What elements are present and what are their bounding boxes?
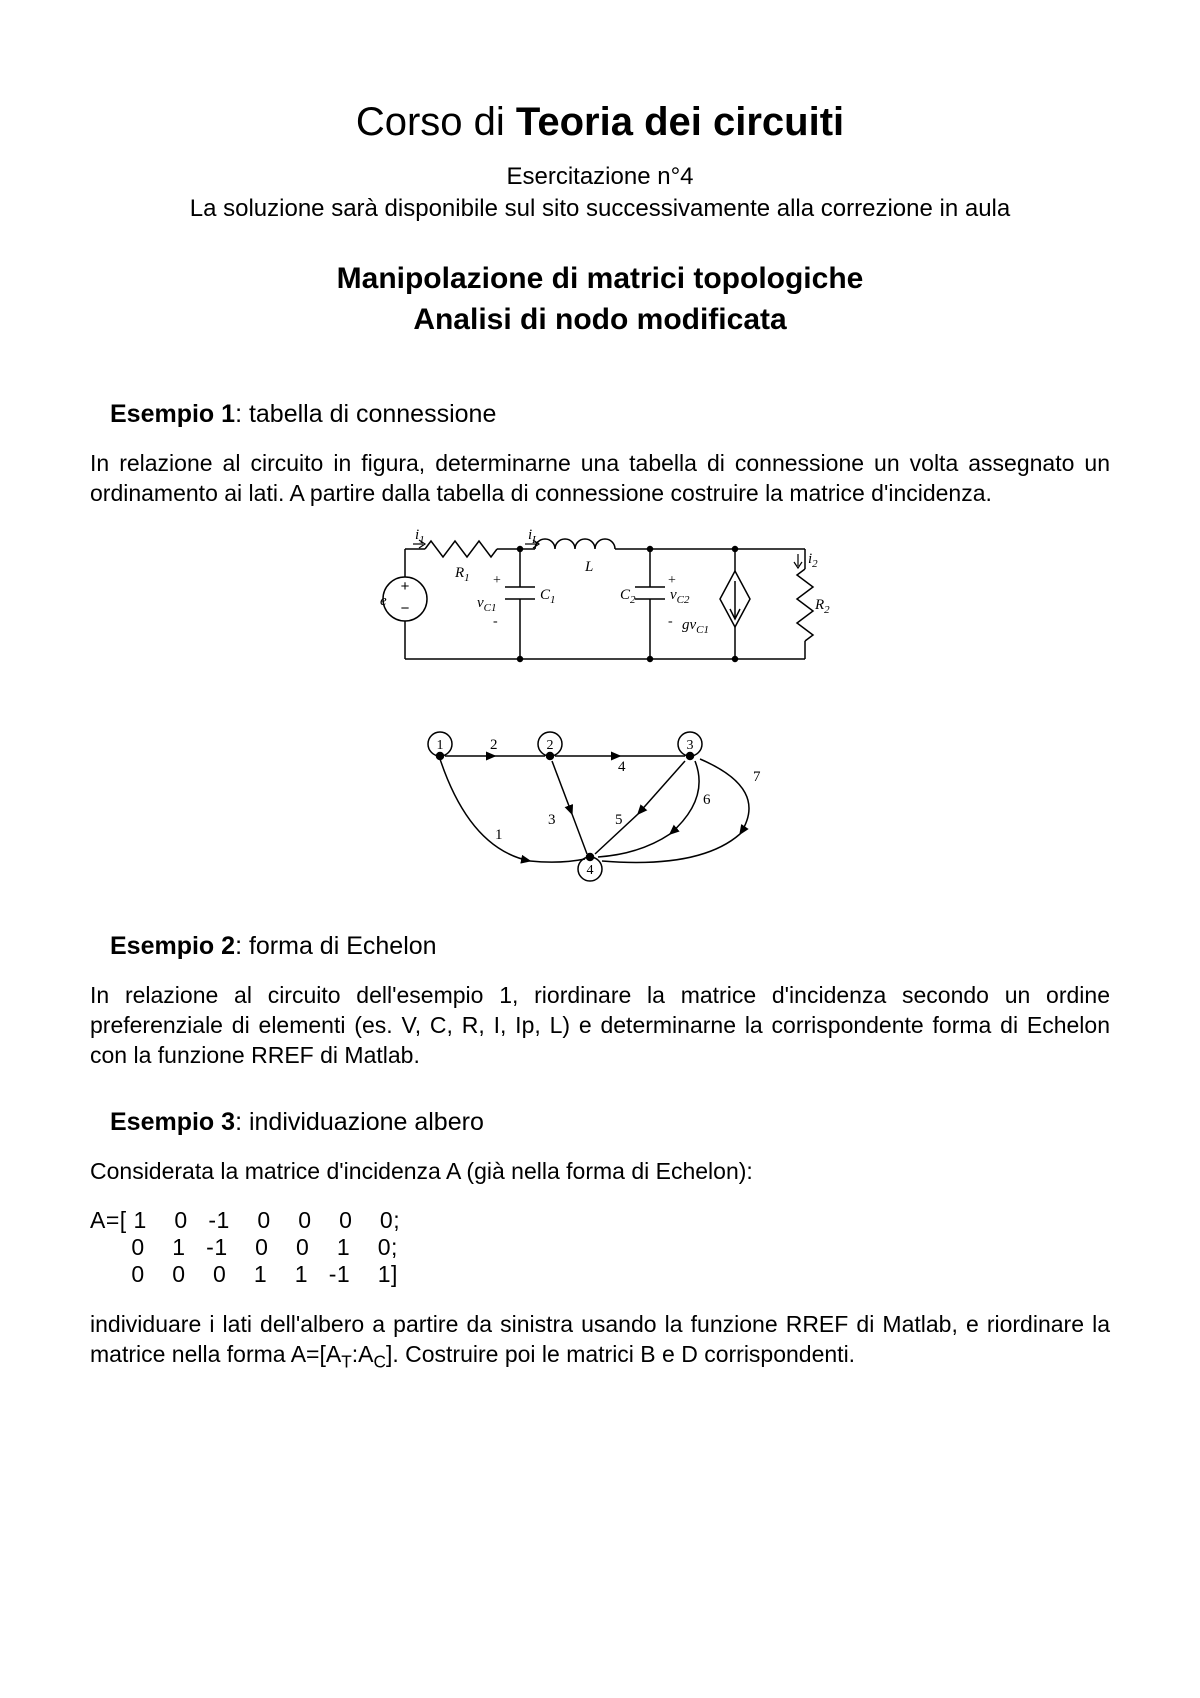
- example3-t: T: [341, 1352, 352, 1372]
- label-vC1-sub: C1: [484, 602, 497, 614]
- example1-label: Esempio 1: [110, 400, 235, 428]
- label-R1: R: [454, 565, 464, 581]
- example1-title: Esempio 1: tabella di connessione: [110, 400, 1110, 429]
- svg-text:gvC1: gvC1: [682, 617, 709, 636]
- label-C1-sub: 1: [550, 594, 556, 606]
- matrix-row3: 0 0 0 1 1 -1 1]: [90, 1261, 398, 1287]
- circuit-diagram-container: + −: [90, 529, 1110, 689]
- example1-title-text: : tabella di connessione: [235, 400, 496, 428]
- example3-body-suffix: ]. Costruire poi le matrici B e D corris…: [386, 1341, 855, 1367]
- example3-title-text: : individuazione albero: [235, 1108, 484, 1136]
- svg-text:−: −: [401, 600, 410, 617]
- label-gvC1: gv: [682, 617, 697, 633]
- svg-text:C1: C1: [540, 587, 556, 606]
- label-C2-sub: 2: [630, 594, 636, 606]
- edge-2: 2: [490, 737, 498, 753]
- label-L: L: [584, 559, 593, 575]
- section-heading-line2: Analisi di nodo modificata: [413, 303, 786, 336]
- label-R1-sub: 1: [464, 572, 470, 584]
- edge-6: 6: [703, 792, 711, 808]
- label-R2-sub: 2: [824, 604, 830, 616]
- node-4: 4: [587, 863, 594, 878]
- exercise-number: Esercitazione n°4: [90, 163, 1110, 191]
- label-R2: R: [814, 597, 824, 613]
- c1-plus: +: [493, 573, 501, 588]
- example3-label: Esempio 3: [110, 1108, 235, 1136]
- label-i2-sub: 2: [812, 558, 818, 570]
- label-vC2-sub: C2: [677, 594, 690, 606]
- example3-c: C: [373, 1352, 385, 1372]
- c1-minus: -: [493, 614, 498, 629]
- edge-4: 4: [618, 759, 626, 775]
- example3-body: individuare i lati dell'albero a partire…: [90, 1310, 1110, 1373]
- svg-text:i2: i2: [808, 551, 818, 570]
- c2-plus: +: [668, 573, 676, 588]
- node-2: 2: [547, 738, 554, 753]
- graph-diagram-container: 1 2 3 4 2 4 1 3 5 6 7: [90, 719, 1110, 884]
- svg-text:C2: C2: [620, 587, 636, 606]
- section-heading-line1: Manipolazione di matrici topologiche: [337, 262, 864, 295]
- main-title: Corso di Teoria dei circuiti: [90, 100, 1110, 145]
- label-e: e: [380, 593, 387, 609]
- matrix-row1: A=[ 1 0 -1 0 0 0 0;: [90, 1207, 400, 1233]
- label-iL-sub: L: [531, 534, 538, 546]
- edge-7: 7: [753, 769, 761, 785]
- node-3: 3: [687, 738, 694, 753]
- title-prefix: Corso di: [356, 100, 516, 144]
- example3-intro: Considerata la matrice d'incidenza A (gi…: [90, 1157, 1110, 1187]
- solution-note: La soluzione sarà disponibile sul sito s…: [90, 195, 1110, 223]
- c2-minus: -: [668, 614, 673, 629]
- title-bold: Teoria dei circuiti: [516, 100, 844, 144]
- matrix-display: A=[ 1 0 -1 0 0 0 0; 0 1 -1 0 0 1 0; 0 0 …: [90, 1207, 1110, 1288]
- matrix-row2: 0 1 -1 0 0 1 0;: [90, 1234, 398, 1260]
- node-1: 1: [437, 738, 444, 753]
- graph-diagram: 1 2 3 4 2 4 1 3 5 6 7: [390, 719, 810, 884]
- svg-text:+: +: [401, 578, 410, 595]
- edge-3: 3: [548, 812, 556, 828]
- svg-text:vC1: vC1: [477, 595, 497, 614]
- svg-text:R1: R1: [454, 565, 470, 584]
- section-heading: Manipolazione di matrici topologiche Ana…: [90, 259, 1110, 340]
- example3-title: Esempio 3: individuazione albero: [110, 1108, 1110, 1137]
- svg-text:R2: R2: [814, 597, 830, 616]
- edge-5: 5: [615, 812, 623, 828]
- svg-text:vC2: vC2: [670, 587, 690, 606]
- example2-title: Esempio 2: forma di Echelon: [110, 932, 1110, 961]
- example3-colon: :A: [352, 1341, 374, 1367]
- example2-body: In relazione al circuito dell'esempio 1,…: [90, 981, 1110, 1071]
- label-gvC1-sub: C1: [696, 624, 709, 636]
- circuit-diagram: + −: [365, 529, 835, 689]
- label-i1-sub: 1: [419, 534, 425, 546]
- edge-1: 1: [495, 827, 503, 843]
- example2-title-text: : forma di Echelon: [235, 932, 437, 960]
- example1-body: In relazione al circuito in figura, dete…: [90, 449, 1110, 509]
- example2-label: Esempio 2: [110, 932, 235, 960]
